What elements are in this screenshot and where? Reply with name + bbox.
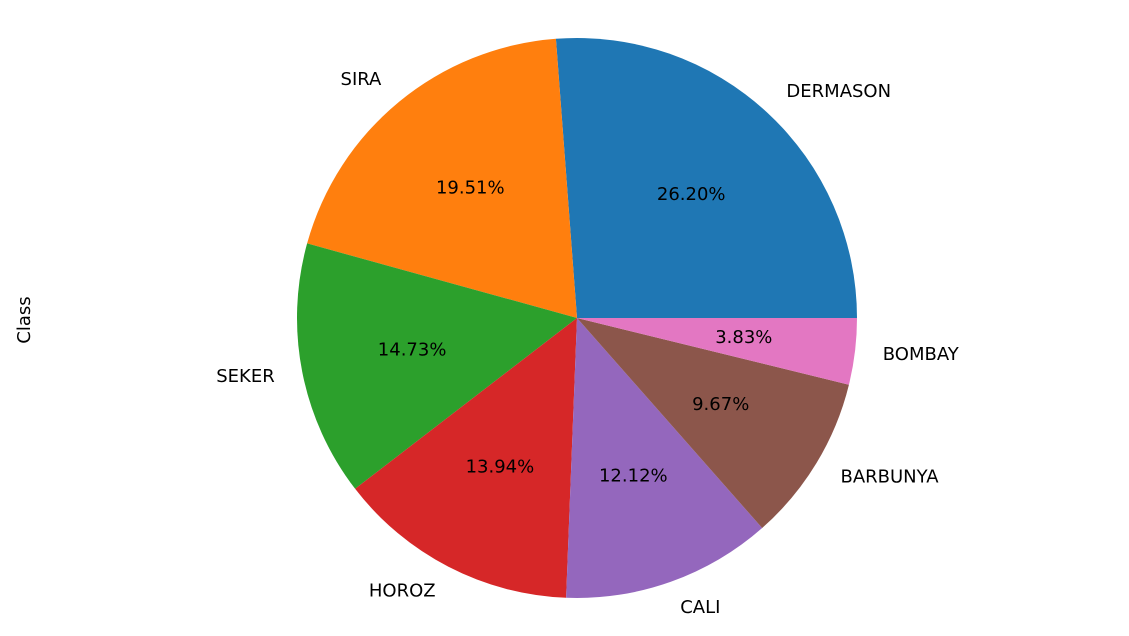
pct-label-barbunya: 9.67% [692, 394, 749, 415]
pie-slice-seker [297, 243, 577, 489]
category-label-dermason: DERMASON [786, 81, 891, 102]
category-label-barbunya: BARBUNYA [840, 467, 939, 488]
pie-slice-sira [307, 38, 577, 319]
pct-label-sira: 19.51% [436, 177, 505, 198]
pie-slice-dermason [555, 38, 857, 318]
pie-labels: 26.20% DERMASON 19.51% SIRA 14.73% SEKER 13.94… [216, 69, 960, 618]
pct-label-seker: 14.73% [378, 339, 447, 360]
pct-label-cali: 12.12% [599, 465, 668, 486]
category-label-seker: SEKER [216, 366, 274, 387]
pct-label-bombay: 3.83% [715, 327, 772, 348]
category-label-bombay: BOMBAY [883, 344, 960, 365]
y-axis-label: Class [14, 296, 35, 343]
pie-slice-cali [566, 318, 763, 598]
category-label-cali: CALI [680, 597, 720, 618]
category-label-horoz: HOROZ [369, 581, 436, 602]
pie-slices [297, 38, 857, 598]
pie-slice-bombay [577, 318, 857, 385]
pct-label-horoz: 13.94% [466, 456, 535, 477]
pie-slice-horoz [355, 318, 577, 598]
pct-label-dermason: 26.20% [657, 184, 726, 205]
category-label-sira: SIRA [341, 69, 383, 90]
pie-slice-barbunya [577, 318, 849, 529]
